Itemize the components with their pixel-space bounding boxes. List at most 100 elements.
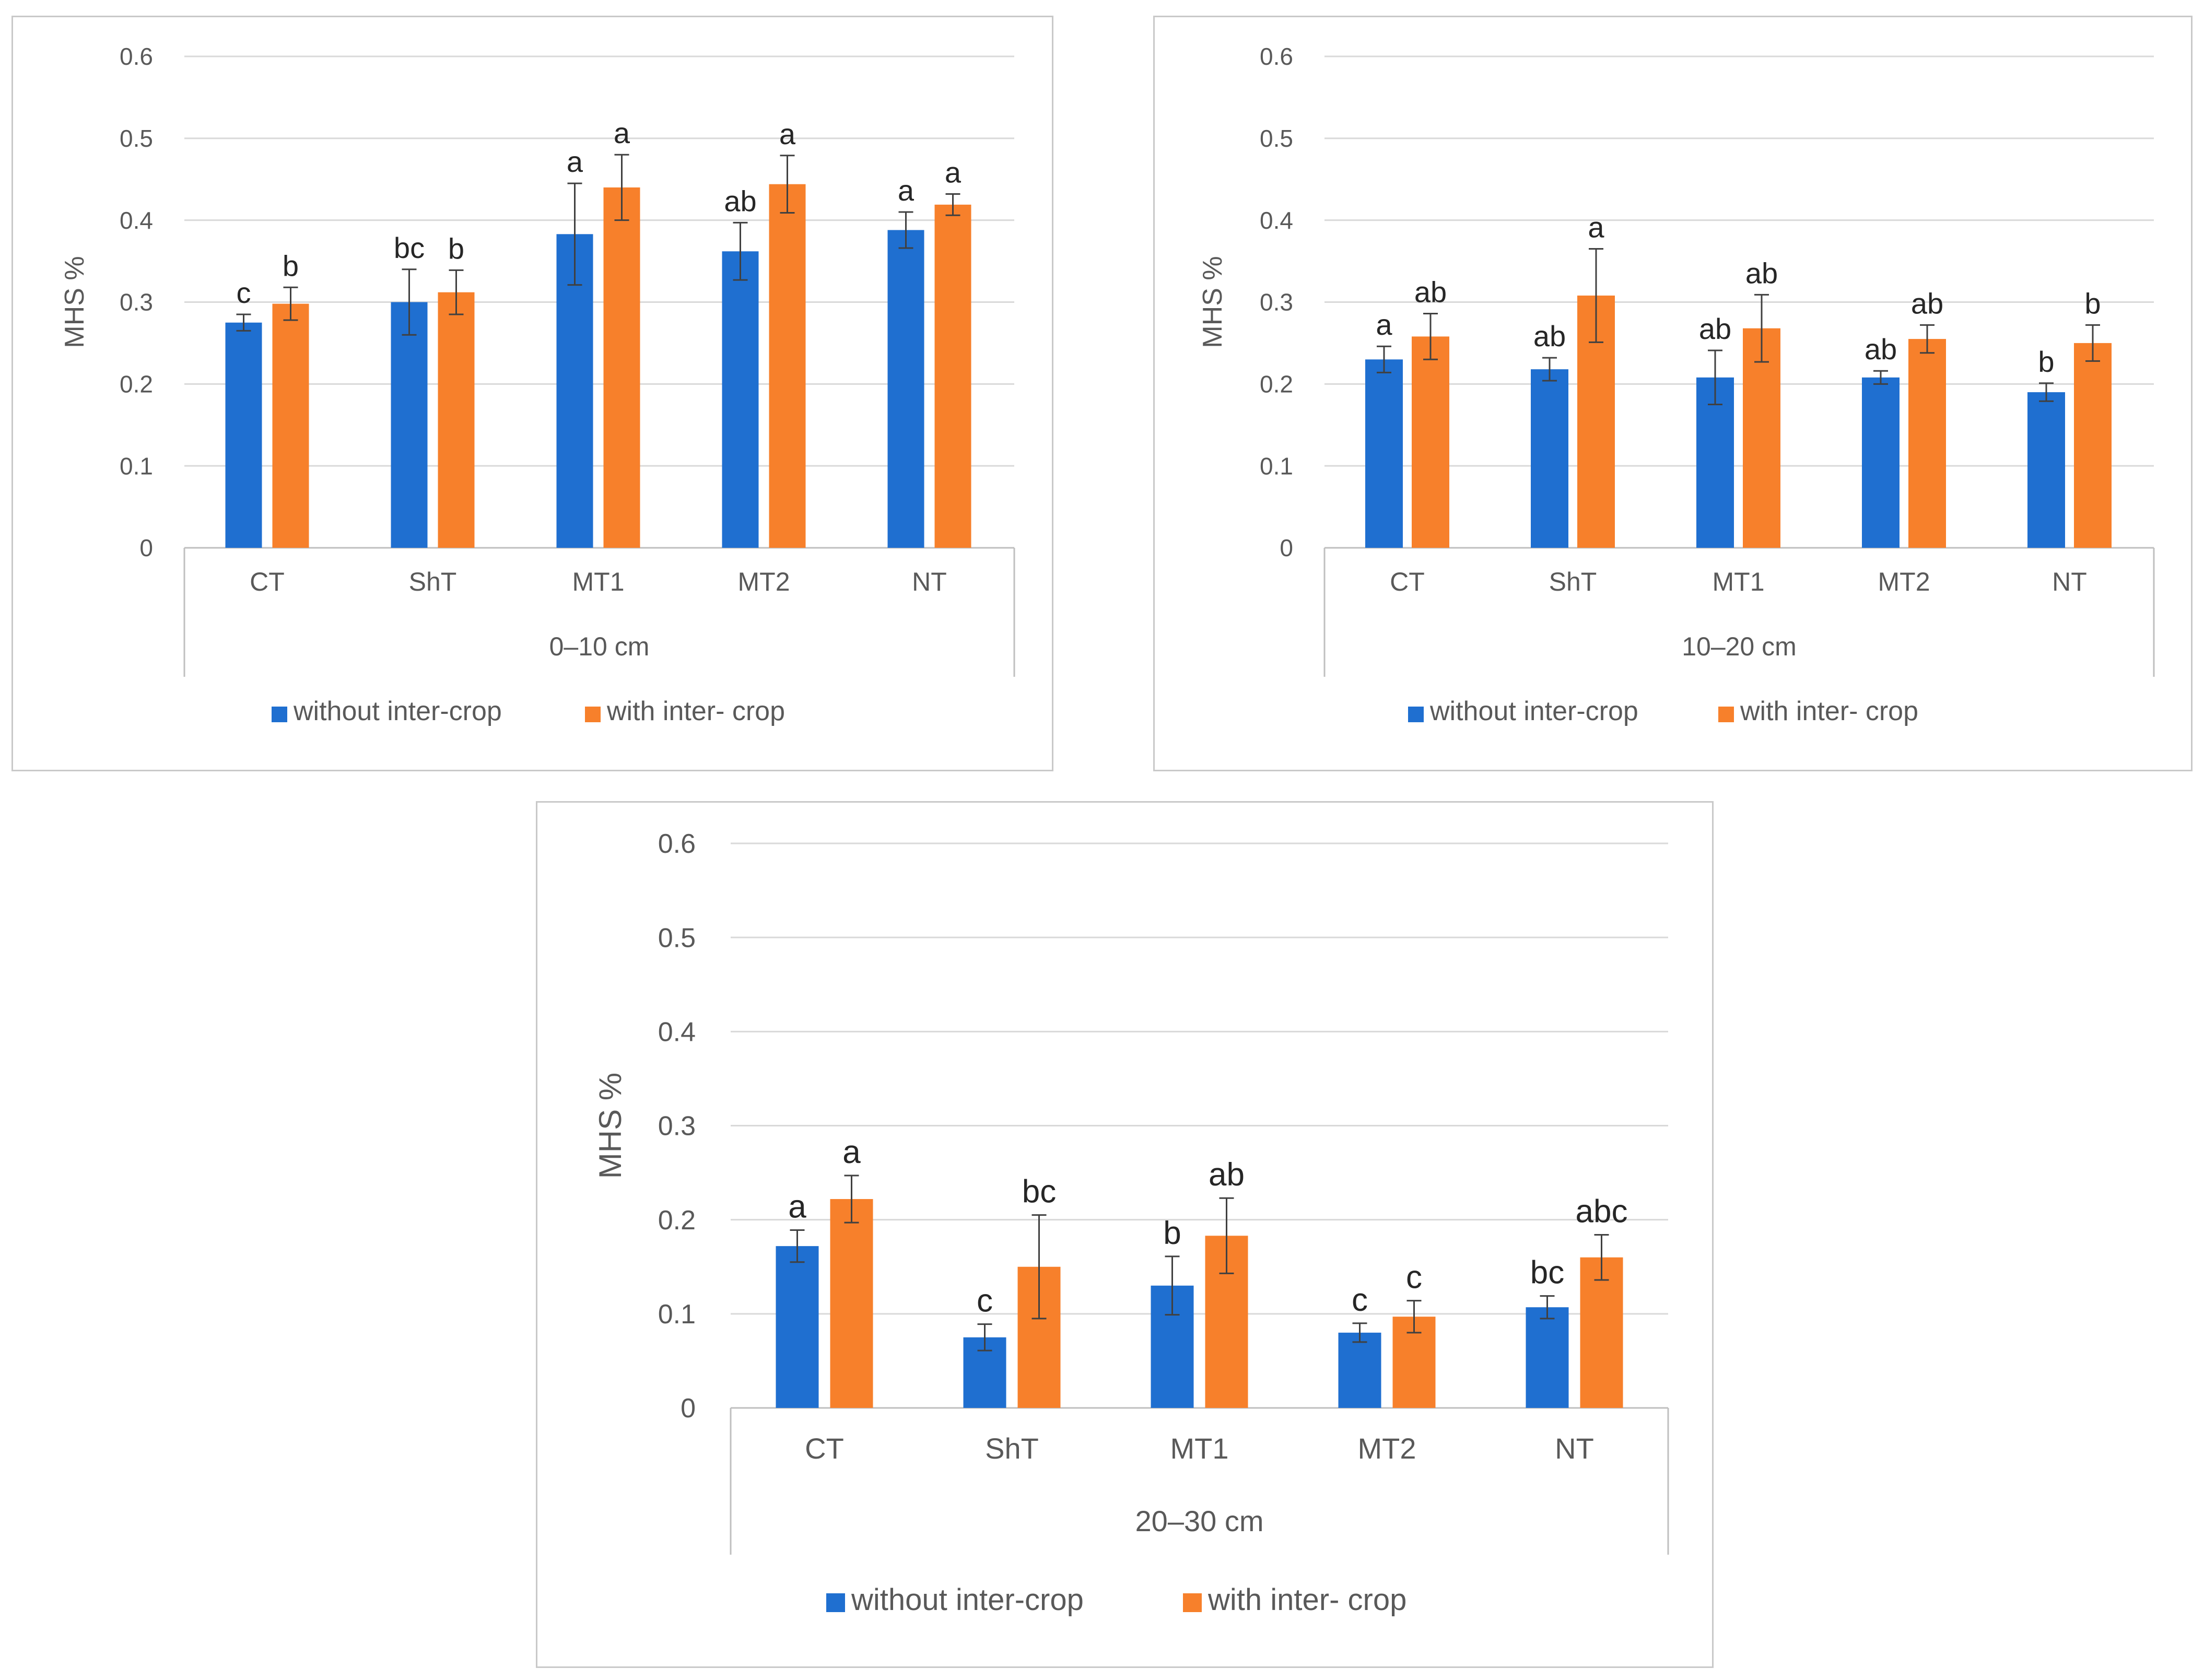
x-axis-label: 10–20 cm bbox=[1682, 632, 1797, 661]
bar-with-inter-crop bbox=[1743, 328, 1780, 548]
bar-without-inter-crop bbox=[776, 1246, 819, 1408]
legend-label-with: with inter- crop bbox=[1740, 696, 1918, 726]
y-tick-label: 0 bbox=[1280, 534, 1293, 561]
x-tick-label: CT bbox=[250, 567, 285, 596]
chart-panel-20-30cm: 0 0.1 0.2 0.3 0.4 0.5 0.6 MHS % 20–30 cm CT a a ShT c… bbox=[536, 801, 1714, 1668]
bar-with-inter-crop bbox=[934, 204, 971, 548]
bar-without-inter-crop bbox=[1531, 369, 1568, 548]
bar-with-inter-crop bbox=[1412, 336, 1449, 548]
y-tick-label: 0.6 bbox=[658, 829, 696, 859]
significance-letter: bc bbox=[1530, 1255, 1564, 1291]
bar-without-inter-crop bbox=[722, 251, 759, 548]
y-axis-label: MHS % bbox=[1198, 256, 1228, 348]
x-tick-label: NT bbox=[1555, 1432, 1594, 1465]
y-tick-label: 0 bbox=[139, 534, 153, 561]
bar-without-inter-crop bbox=[1696, 377, 1734, 548]
x-tick-label: MT1 bbox=[1170, 1432, 1229, 1465]
legend-swatch-with bbox=[585, 707, 601, 722]
x-axis-label: 20–30 cm bbox=[1135, 1505, 1264, 1537]
legend-swatch-with bbox=[1183, 1593, 1202, 1612]
legend-label-without: without inter-crop bbox=[1429, 696, 1638, 726]
y-tick-label: 0.1 bbox=[658, 1299, 696, 1330]
legend-swatch-with bbox=[1718, 707, 1734, 722]
x-tick-label: MT2 bbox=[1878, 567, 1930, 596]
significance-letter: a bbox=[779, 118, 796, 150]
significance-letter: a bbox=[567, 145, 583, 178]
y-tick-label: 0.6 bbox=[1260, 43, 1293, 70]
x-tick-label: NT bbox=[2052, 567, 2087, 596]
significance-letter: a bbox=[788, 1189, 806, 1225]
bar-with-inter-crop bbox=[603, 187, 640, 548]
significance-letter: b bbox=[448, 232, 464, 265]
legend-swatch-without bbox=[826, 1593, 845, 1612]
bar-without-inter-crop bbox=[391, 302, 428, 548]
x-tick-label: CT bbox=[1390, 567, 1425, 596]
y-tick-label: 0.5 bbox=[120, 125, 153, 152]
x-tick-label: MT2 bbox=[738, 567, 790, 596]
bar-without-inter-crop bbox=[1365, 359, 1403, 548]
significance-letter: ab bbox=[1414, 275, 1447, 308]
significance-letter: ab bbox=[1533, 320, 1566, 353]
significance-letter: ab bbox=[1699, 312, 1731, 345]
bar-without-inter-crop bbox=[225, 322, 262, 548]
significance-letter: a bbox=[898, 174, 915, 207]
bar-without-inter-crop bbox=[556, 234, 593, 548]
significance-letter: c bbox=[977, 1283, 993, 1319]
x-tick-label: ShT bbox=[1549, 567, 1597, 596]
y-tick-label: 0.1 bbox=[120, 452, 153, 479]
significance-letter: b bbox=[2038, 345, 2054, 378]
x-axis-label: 0–10 cm bbox=[549, 632, 650, 661]
y-tick-label: 0.4 bbox=[120, 207, 153, 234]
significance-letter: c bbox=[237, 276, 251, 309]
bar-without-inter-crop bbox=[887, 230, 924, 548]
legend-swatch-without bbox=[1408, 707, 1424, 722]
significance-letter: bc bbox=[1022, 1174, 1056, 1210]
y-tick-label: 0.3 bbox=[120, 289, 153, 316]
y-tick-label: 0.3 bbox=[1260, 289, 1293, 316]
legend-swatch-without bbox=[272, 707, 287, 722]
bar-with-inter-crop bbox=[1580, 1257, 1623, 1408]
y-tick-label: 0.6 bbox=[120, 43, 153, 70]
bar-without-inter-crop bbox=[1526, 1307, 1569, 1408]
y-tick-label: 0.5 bbox=[658, 923, 696, 953]
bar-without-inter-crop bbox=[1862, 377, 1900, 548]
bar-with-inter-crop bbox=[1908, 339, 1946, 548]
significance-letter: ab bbox=[1865, 333, 1897, 366]
significance-letter: a bbox=[614, 116, 630, 149]
bar-with-inter-crop bbox=[438, 292, 475, 548]
y-tick-label: 0 bbox=[681, 1393, 696, 1424]
x-tick-label: MT1 bbox=[1713, 567, 1765, 596]
chart-20-30cm: 0 0.1 0.2 0.3 0.4 0.5 0.6 MHS % 20–30 cm CT aa ShT c… bbox=[593, 829, 1669, 1617]
chart-panel-10-20cm: 0 0.1 0.2 0.3 0.4 0.5 0.6 MHS % 10–20 cm CT a ab ShT… bbox=[1153, 16, 2193, 771]
bar-without-inter-crop bbox=[1338, 1332, 1381, 1408]
significance-letter: b bbox=[1163, 1215, 1181, 1251]
y-tick-label: 0.4 bbox=[1260, 207, 1293, 234]
y-axis-label: MHS % bbox=[593, 1073, 628, 1179]
legend-label-with: with inter- crop bbox=[1207, 1583, 1406, 1617]
significance-letter: bc bbox=[394, 231, 425, 264]
significance-letter: a bbox=[842, 1134, 861, 1170]
significance-letter: a bbox=[1376, 308, 1392, 341]
y-tick-label: 0.1 bbox=[1260, 452, 1293, 479]
significance-letter: b bbox=[283, 249, 299, 282]
significance-letter: c bbox=[1352, 1282, 1368, 1318]
legend-label-without: without inter-crop bbox=[293, 696, 502, 726]
significance-letter: a bbox=[1588, 211, 1604, 244]
bar-without-inter-crop bbox=[2027, 392, 2065, 548]
significance-letter: b bbox=[2084, 287, 2101, 320]
bar-with-inter-crop bbox=[830, 1199, 873, 1408]
significance-letter: ab bbox=[1745, 256, 1778, 289]
legend-label-without: without inter-crop bbox=[851, 1583, 1084, 1617]
y-axis-label: MHS % bbox=[60, 256, 90, 348]
y-tick-label: 0.4 bbox=[658, 1017, 696, 1048]
legend-label-with: with inter- crop bbox=[606, 696, 785, 726]
x-tick-label: ShT bbox=[985, 1432, 1039, 1465]
significance-letter: abc bbox=[1576, 1193, 1628, 1229]
bar-with-inter-crop bbox=[2074, 343, 2112, 548]
y-tick-label: 0.3 bbox=[658, 1111, 696, 1142]
bar-with-inter-crop bbox=[272, 303, 309, 548]
y-tick-label: 0.2 bbox=[1260, 370, 1293, 397]
x-tick-label: MT1 bbox=[572, 567, 625, 596]
y-tick-label: 0.2 bbox=[120, 370, 153, 397]
